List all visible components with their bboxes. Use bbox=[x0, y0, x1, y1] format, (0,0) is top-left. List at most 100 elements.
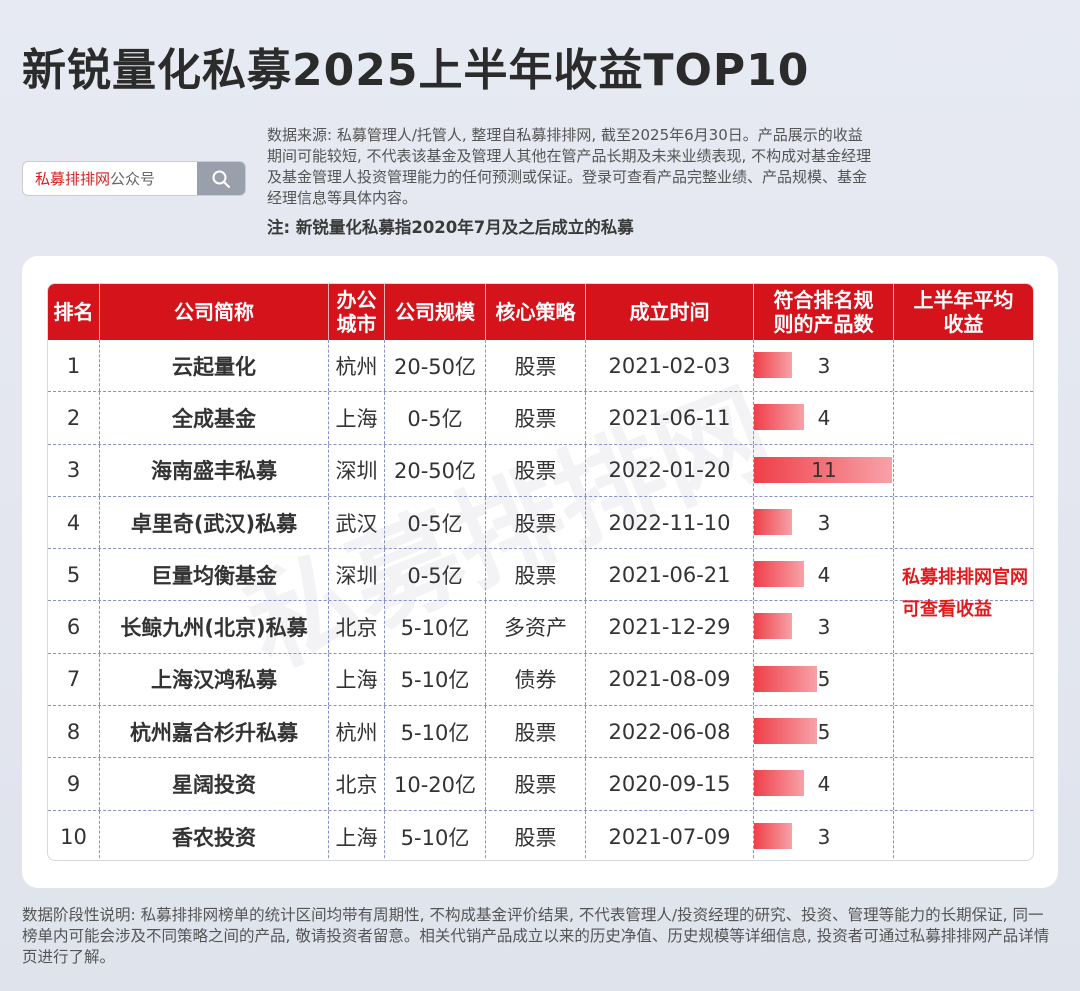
cell-rank: 3 bbox=[48, 444, 100, 496]
data-disclaimer: 数据来源: 私募管理人/托管人, 整理自私募排排网, 截至2025年6月30日。… bbox=[267, 126, 872, 207]
cell-count: 4 bbox=[754, 758, 894, 810]
count-bar bbox=[754, 665, 817, 692]
cell-count: 3 bbox=[754, 601, 894, 653]
header-scale: 公司规模 bbox=[385, 284, 486, 340]
cell-count: 3 bbox=[754, 810, 894, 860]
table-header: 排名 公司简称 办公 城市 公司规模 核心策略 成立时间 符合排名规 则的产品数… bbox=[48, 284, 1033, 340]
cell-count: 5 bbox=[754, 653, 894, 706]
cell-city: 北京 bbox=[329, 758, 385, 810]
cell-company: 巨量均衡基金 bbox=[100, 549, 329, 601]
cell-strategy: 股票 bbox=[486, 496, 586, 549]
count-bar bbox=[754, 456, 892, 483]
header-company: 公司简称 bbox=[100, 284, 329, 340]
count-value: 3 bbox=[817, 353, 831, 378]
header-count-line1: 符合排名规 bbox=[773, 288, 874, 312]
cell-return bbox=[894, 340, 1033, 391]
cell-scale: 0-5亿 bbox=[385, 549, 486, 601]
cell-count: 4 bbox=[754, 549, 894, 601]
cell-scale: 5-10亿 bbox=[385, 706, 486, 758]
cell-company: 星阔投资 bbox=[100, 758, 329, 810]
count-bar bbox=[754, 822, 792, 849]
cell-strategy: 股票 bbox=[486, 340, 586, 392]
cell-strategy: 股票 bbox=[486, 392, 586, 444]
return-note-line1: 私募排排网官网 bbox=[902, 567, 1028, 588]
search-icon bbox=[212, 170, 230, 188]
header-rank: 排名 bbox=[48, 284, 100, 340]
table-row: 8 杭州嘉合杉升私募 杭州 5-10亿 股票 2022-06-08 5 bbox=[48, 706, 1033, 759]
cell-scale: 5-10亿 bbox=[385, 601, 486, 653]
cell-city: 深圳 bbox=[329, 549, 385, 601]
cell-count: 3 bbox=[754, 340, 894, 392]
cell-city: 武汉 bbox=[329, 496, 385, 549]
cell-founded: 2020-09-15 bbox=[586, 758, 754, 810]
search-button[interactable] bbox=[197, 162, 245, 195]
cell-city: 北京 bbox=[329, 601, 385, 653]
cell-rank: 6 bbox=[48, 601, 100, 653]
count-value: 5 bbox=[817, 719, 831, 744]
count-bar bbox=[754, 404, 804, 431]
cell-city: 上海 bbox=[329, 810, 385, 860]
count-value: 3 bbox=[817, 615, 831, 640]
brand-name: 私募排排网 bbox=[35, 170, 111, 188]
cell-founded: 2022-06-08 bbox=[586, 706, 754, 758]
cell-founded: 2021-07-09 bbox=[586, 810, 754, 860]
cell-strategy: 股票 bbox=[486, 758, 586, 810]
cell-return bbox=[894, 706, 1033, 757]
cell-scale: 5-10亿 bbox=[385, 653, 486, 706]
count-bar bbox=[754, 561, 804, 588]
brand-suffix: 公众号 bbox=[110, 170, 156, 188]
table-card bbox=[22, 256, 1058, 888]
cell-rank: 4 bbox=[48, 496, 100, 549]
header-city-line2: 城市 bbox=[336, 312, 377, 336]
return-note[interactable]: 私募排排网官网 可查看收益 bbox=[902, 562, 1028, 626]
footer-disclaimer: 数据阶段性说明: 私募排排网榜单的统计区间均带有周期性, 不构成基金评价结果, … bbox=[22, 906, 1050, 966]
cell-scale: 0-5亿 bbox=[385, 392, 486, 444]
cell-rank: 10 bbox=[48, 810, 100, 860]
header-return-line1: 上半年平均 bbox=[913, 288, 1014, 312]
cell-company: 云起量化 bbox=[100, 340, 329, 392]
cell-founded: 2022-11-10 bbox=[586, 496, 754, 549]
cell-founded: 2021-06-21 bbox=[586, 549, 754, 601]
cell-founded: 2021-12-29 bbox=[586, 601, 754, 653]
cell-company: 全成基金 bbox=[100, 392, 329, 444]
cell-count: 11 bbox=[754, 444, 894, 496]
cell-scale: 5-10亿 bbox=[385, 810, 486, 860]
table-row: 3 海南盛丰私募 深圳 20-50亿 股票 2022-01-20 11 bbox=[48, 444, 1033, 497]
cell-city: 上海 bbox=[329, 392, 385, 444]
cell-founded: 2022-01-20 bbox=[586, 444, 754, 496]
cell-company: 海南盛丰私募 bbox=[100, 444, 329, 496]
cell-rank: 9 bbox=[48, 758, 100, 810]
header-city: 办公 城市 bbox=[329, 284, 385, 340]
count-value: 4 bbox=[817, 562, 831, 587]
cell-return bbox=[894, 811, 1033, 860]
cell-count: 4 bbox=[754, 392, 894, 444]
search-box[interactable]: 私募排排网 公众号 bbox=[22, 161, 246, 196]
cell-city: 深圳 bbox=[329, 444, 385, 496]
header-return-line2: 收益 bbox=[943, 312, 984, 336]
cell-company: 卓里奇(武汉)私募 bbox=[100, 496, 329, 549]
cell-rank: 2 bbox=[48, 392, 100, 444]
header-city-line1: 办公 bbox=[336, 288, 377, 312]
count-value: 3 bbox=[817, 510, 831, 535]
cell-strategy: 股票 bbox=[486, 706, 586, 758]
page-title: 新锐量化私募2025上半年收益TOP10 bbox=[22, 45, 810, 96]
cell-founded: 2021-02-03 bbox=[586, 340, 754, 392]
cell-scale: 20-50亿 bbox=[385, 444, 486, 496]
cell-company: 杭州嘉合杉升私募 bbox=[100, 706, 329, 758]
cell-count: 3 bbox=[754, 496, 894, 549]
count-value: 4 bbox=[817, 405, 831, 430]
cell-rank: 5 bbox=[48, 549, 100, 601]
cell-strategy: 股票 bbox=[486, 810, 586, 860]
table-row: 1 云起量化 杭州 20-50亿 股票 2021-02-03 3 bbox=[48, 340, 1033, 393]
cell-count: 5 bbox=[754, 706, 894, 758]
cell-return bbox=[894, 654, 1033, 705]
cell-rank: 1 bbox=[48, 340, 100, 392]
search-brand-label[interactable]: 私募排排网 公众号 bbox=[23, 162, 197, 195]
count-bar bbox=[754, 613, 792, 640]
cell-founded: 2021-08-09 bbox=[586, 653, 754, 706]
header-return: 上半年平均 收益 bbox=[894, 284, 1033, 340]
cell-scale: 10-20亿 bbox=[385, 758, 486, 810]
cell-company: 长鲸九州(北京)私募 bbox=[100, 601, 329, 653]
count-bar bbox=[754, 508, 792, 535]
return-note-line2: 可查看收益 bbox=[902, 599, 992, 620]
